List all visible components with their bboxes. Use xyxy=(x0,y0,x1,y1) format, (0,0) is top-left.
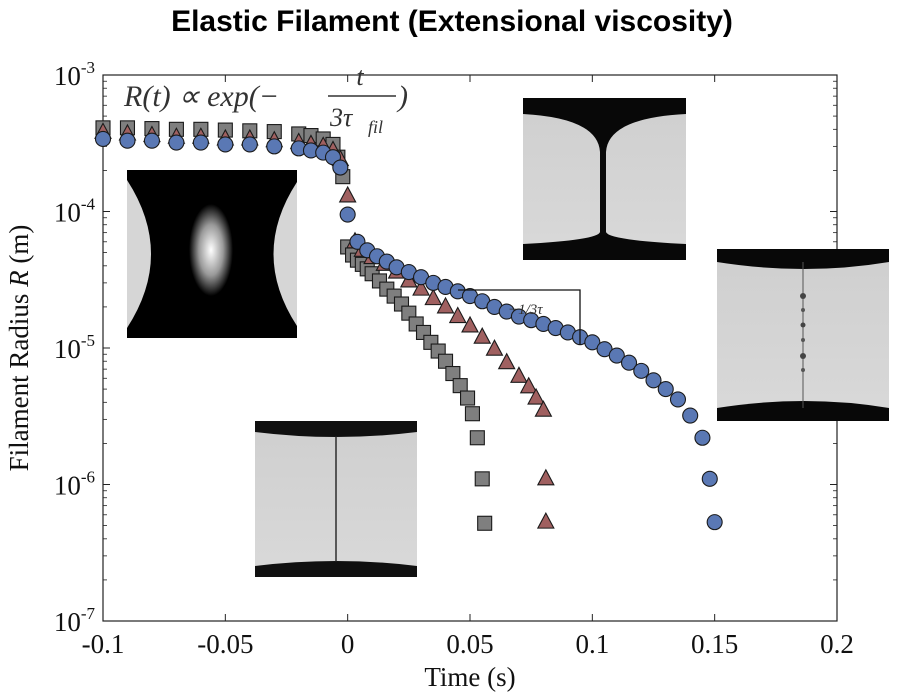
data-point-circle xyxy=(143,132,160,149)
data-point-triangle xyxy=(485,339,504,356)
data-point-triangle xyxy=(536,468,555,486)
data-point-circle xyxy=(645,372,662,389)
data-point-triangle xyxy=(338,185,357,203)
formula-numerator: t xyxy=(356,62,364,91)
data-point-square xyxy=(477,515,493,531)
data-series xyxy=(94,120,723,531)
x-tick-label: -0.05 xyxy=(197,629,253,659)
slope-label: −1/3τ xyxy=(508,302,543,318)
data-point-triangle xyxy=(424,288,443,306)
data-point-circle xyxy=(192,134,209,151)
data-point-square xyxy=(460,390,476,406)
y-tick-label: 10-6 xyxy=(54,468,95,501)
data-point-circle xyxy=(119,132,136,149)
y-tick-label: 10-7 xyxy=(54,604,96,637)
x-tick-label: 0.15 xyxy=(691,629,738,659)
data-point-circle xyxy=(701,470,718,487)
formula-rhs: ) xyxy=(396,80,408,113)
data-point-triangle xyxy=(461,315,479,333)
data-point-circle xyxy=(633,362,650,379)
formula-lhs: R(t) ∝ exp(− xyxy=(123,80,279,113)
y-tick-label: 10-3 xyxy=(54,58,95,91)
formula-subscript: fil xyxy=(368,117,383,137)
data-point-circle xyxy=(620,354,638,371)
x-tick-label: 0.05 xyxy=(446,629,493,659)
y-tick-label: 10-4 xyxy=(54,195,96,228)
data-point-circle xyxy=(608,347,625,364)
data-point-circle xyxy=(584,334,601,351)
x-tick-label: 0.2 xyxy=(820,629,854,659)
data-point-circle xyxy=(168,134,185,151)
data-point-circle xyxy=(332,159,349,176)
inset-image-filament xyxy=(255,421,417,577)
inset-image-neck xyxy=(523,98,686,260)
x-tick-label: 0 xyxy=(341,629,355,659)
data-point-triangle xyxy=(527,387,545,405)
data-point-square xyxy=(464,406,480,422)
data-point-triangle xyxy=(448,306,467,324)
y-tick-labels: 10-3 10-4 10-5 10-6 10-7 xyxy=(54,58,96,637)
y-axis-label-var: R xyxy=(4,270,34,288)
data-point-triangle xyxy=(436,296,455,314)
chart-title: Elastic Filament (Extensional viscosity) xyxy=(171,5,733,38)
data-point-square xyxy=(469,430,485,446)
data-point-triangle xyxy=(412,278,430,296)
x-tick-labels: -0.1 -0.05 0 0.05 0.1 0.15 0.2 xyxy=(82,629,854,659)
formula-denominator: 3τ xyxy=(329,103,354,132)
y-axis-label-unit: (m) xyxy=(4,225,34,271)
x-axis-label: Time (s) xyxy=(424,662,515,692)
data-point-square xyxy=(474,471,490,487)
data-point-circle xyxy=(339,206,356,223)
data-point-circle xyxy=(694,429,711,446)
data-point-triangle xyxy=(536,511,555,529)
x-tick-label: -0.1 xyxy=(82,629,125,659)
data-point-circle xyxy=(657,381,674,398)
x-tick-label: 0.1 xyxy=(575,629,609,659)
y-tick-label: 10-5 xyxy=(54,331,95,364)
inset-image-beads xyxy=(717,249,889,421)
data-point-circle xyxy=(266,138,283,155)
data-point-triangle xyxy=(534,400,553,417)
formula-annotation: R(t) ∝ exp(− t 3τ fil ) xyxy=(123,62,408,137)
inset-image-drop xyxy=(127,170,297,338)
data-point-circle xyxy=(241,136,258,153)
data-point-circle xyxy=(217,136,234,153)
data-point-circle xyxy=(706,514,723,531)
data-point-triangle xyxy=(473,327,492,344)
y-axis-label: Filament Radius R (m) xyxy=(4,225,34,472)
data-point-circle xyxy=(669,391,687,408)
data-point-triangle xyxy=(497,352,516,370)
y-axis-label-text: Filament Radius xyxy=(4,287,34,472)
slope-triangle: −1/3τ xyxy=(458,289,581,345)
data-point-circle xyxy=(94,130,112,148)
series-circle xyxy=(94,130,723,531)
data-point-triangle xyxy=(519,376,538,394)
plot-area: -0.1 -0.05 0 0.05 0.1 0.15 0.2 10-310-410-510-… xyxy=(54,58,889,659)
data-point-circle xyxy=(682,407,699,424)
data-point-triangle xyxy=(510,366,528,383)
